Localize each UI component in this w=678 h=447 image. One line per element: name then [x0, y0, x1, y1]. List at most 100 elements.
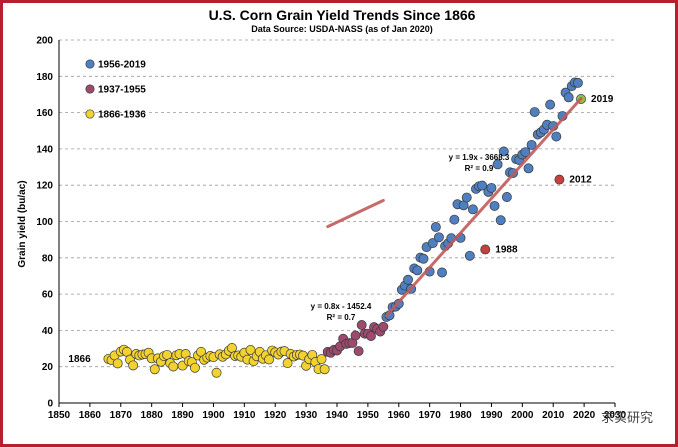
data-point-1956-2019-1991: [489, 200, 500, 211]
y-tick-label: 20: [42, 362, 54, 373]
y-axis-label: Grain yield (bu/ac): [17, 180, 28, 267]
x-tick-label: 1860: [79, 410, 102, 421]
legend-label-1956-2019: 1956-2019: [98, 60, 146, 71]
x-tick-label: 1850: [48, 410, 71, 421]
trend-equation-1956-2019: y = 1.9x - 3668.3: [449, 153, 510, 162]
x-tick-label: 2030: [604, 410, 627, 421]
data-point-1866-1936-1924: [282, 358, 293, 369]
x-tick-label: 1970: [419, 410, 442, 421]
legend-marker-1937-1955: [85, 84, 95, 94]
data-point-1956-2019-2015: [563, 92, 574, 103]
data-point-1956-2019-1963: [403, 274, 413, 285]
x-tick-label: 1910: [233, 410, 256, 421]
data-point-1866-1936-1881: [149, 364, 160, 375]
y-tick-label: 80: [42, 253, 54, 264]
data-point-1956-2019-1978: [449, 214, 460, 225]
data-points: [103, 77, 586, 378]
trendlines: [326, 96, 583, 318]
trend-r2-1937-1955: R² = 0.7: [327, 313, 356, 322]
x-tick-label: 2000: [511, 410, 534, 421]
data-point-1937-1955-1947: [353, 346, 364, 357]
annotation-1866: 1866: [68, 354, 91, 365]
trendline-1956-2019: [384, 96, 583, 318]
legend-label-1866-1936: 1866-1936: [98, 110, 146, 121]
data-point-1956-2019-2002: [523, 163, 534, 174]
data-point-1866-1936-1894: [189, 362, 200, 373]
y-tick-label: 160: [36, 108, 53, 119]
data-point-1956-2019-1994: [498, 146, 509, 157]
x-tick-label: 2020: [573, 410, 596, 421]
data-point-1866-1936-1918: [264, 354, 274, 365]
trendline-1937-1955: [326, 198, 385, 229]
data-point-1956-2019-1968: [418, 253, 429, 264]
legend-marker-1956-2019: [85, 59, 95, 69]
y-tick-label: 180: [36, 72, 53, 83]
data-point-1937-1955-1955: [378, 321, 389, 332]
data-point-1866-1936-1901: [211, 367, 222, 378]
axes: 0 20 40 60 80 100 120 140 160 180 200 1850 1860 1870 1…: [36, 36, 626, 422]
x-tick-label: 1950: [357, 410, 380, 421]
data-point-1956-2019-2011: [551, 131, 562, 142]
y-tick-label: 120: [36, 181, 53, 192]
x-tick-label: 1920: [264, 410, 287, 421]
data-point-1956-2019-1966: [412, 265, 423, 276]
data-point-1866-1936-1869: [112, 358, 123, 369]
data-point-1956-2019-2018: [572, 77, 583, 88]
legend-label-1937-1955: 1937-1955: [98, 85, 146, 96]
legend: 1956-2019 1937-1955 1866-1936: [85, 59, 146, 121]
data-point-1866-1936-1887: [168, 361, 179, 372]
data-point-1866-1936-1874: [128, 360, 139, 371]
x-tick-label: 1930: [295, 410, 318, 421]
data-point-1956-2019-1971: [427, 238, 438, 249]
data-point-1866-1936-1936: [319, 364, 330, 375]
annotation-2012: 2012: [569, 175, 592, 186]
watermark: 求实研究: [601, 411, 653, 426]
annotation-1988: 1988: [495, 244, 518, 255]
trend-r2-1956-2019: R² = 0.9: [465, 164, 494, 173]
data-point-1956-2019-1982: [461, 192, 472, 203]
data-point-1866-1936-1912: [245, 345, 256, 355]
data-point-1956-2019-1983: [464, 250, 475, 261]
data-point-1956-2019-1988: [480, 244, 491, 255]
data-point-1937-1955-1946: [350, 330, 361, 341]
x-tick-label: 1940: [326, 410, 349, 421]
trend-equation-1937-1955: y = 0.8x - 1452.4: [311, 302, 372, 311]
data-point-1956-2019-2009: [545, 99, 556, 110]
data-point-1956-2019-1984: [467, 204, 478, 215]
data-point-1956-2019-1973: [433, 232, 444, 243]
data-point-1956-2019-1972: [430, 221, 441, 232]
y-tick-label: 40: [42, 326, 54, 337]
x-tick-label: 1990: [480, 410, 503, 421]
data-point-1956-2019-2003: [526, 139, 537, 150]
data-point-1956-2019-1995: [501, 192, 512, 202]
data-point-1956-2019-1974: [437, 267, 447, 278]
data-point-1956-2019-1990: [486, 182, 497, 193]
data-point-1956-2019-2004: [529, 107, 540, 118]
yield-chart: U.S. Corn Grain Yield Trends Since 1866 …: [17, 7, 653, 426]
x-tick-label: 1960: [388, 410, 411, 421]
chart-title: U.S. Corn Grain Yield Trends Since 1866: [209, 7, 476, 23]
y-tick-label: 60: [42, 290, 54, 301]
data-point-1956-2019-2012: [554, 174, 565, 185]
y-tick-label: 100: [36, 217, 53, 228]
x-tick-label: 1890: [171, 410, 194, 421]
y-tick-label: 200: [36, 36, 53, 47]
y-tick-label: 140: [36, 144, 53, 155]
data-point-1956-2019-1987: [477, 180, 488, 191]
x-tick-label: 1880: [141, 410, 164, 421]
data-point-1956-2019-1992: [492, 159, 503, 170]
legend-marker-1866-1936: [85, 109, 95, 119]
chart-subtitle: Data Source: USDA-NASS (as of Jan 2020): [251, 24, 433, 34]
annotation-2019: 2019: [591, 94, 614, 105]
x-tick-label: 1870: [110, 410, 133, 421]
data-point-1937-1955-1948: [356, 320, 367, 330]
data-point-1956-2019-1993: [495, 215, 506, 226]
data-point-1866-1936-1935: [316, 354, 327, 365]
x-tick-label: 2010: [542, 410, 565, 421]
y-tick-label: 0: [47, 399, 53, 410]
x-tick-label: 1900: [202, 410, 225, 421]
data-point-1937-1955-1951: [366, 331, 376, 341]
annotations: 1866 1988 2012 2019: [68, 94, 613, 365]
data-point-1956-2019-2001: [520, 147, 531, 158]
